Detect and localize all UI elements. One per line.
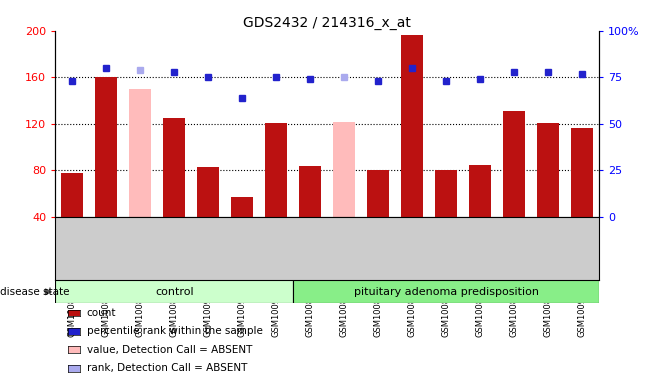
Bar (55, 280, 293, 303)
Bar (537, 122, 559, 217)
Bar (163, 118, 186, 217)
Bar (401, 35, 423, 217)
Bar (293, 280, 599, 303)
Bar (503, 111, 525, 217)
Bar (265, 122, 287, 217)
Bar (231, 197, 253, 217)
Bar (333, 121, 355, 217)
Bar (197, 167, 219, 217)
Bar (130, 89, 151, 217)
Bar (469, 165, 491, 217)
Text: value, Detection Call = ABSENT: value, Detection Call = ABSENT (87, 345, 252, 355)
Text: percentile rank within the sample: percentile rank within the sample (87, 326, 262, 336)
Text: control: control (155, 287, 193, 297)
Text: count: count (87, 308, 116, 318)
Bar (61, 173, 83, 217)
Bar (299, 166, 321, 217)
Text: disease state: disease state (0, 287, 70, 297)
Text: pituitary adenoma predisposition: pituitary adenoma predisposition (353, 287, 538, 297)
Text: rank, Detection Call = ABSENT: rank, Detection Call = ABSENT (87, 363, 247, 373)
Bar (367, 170, 389, 217)
Title: GDS2432 / 214316_x_at: GDS2432 / 214316_x_at (243, 16, 411, 30)
Bar (435, 170, 457, 217)
Bar (571, 129, 593, 217)
Bar (95, 77, 117, 217)
